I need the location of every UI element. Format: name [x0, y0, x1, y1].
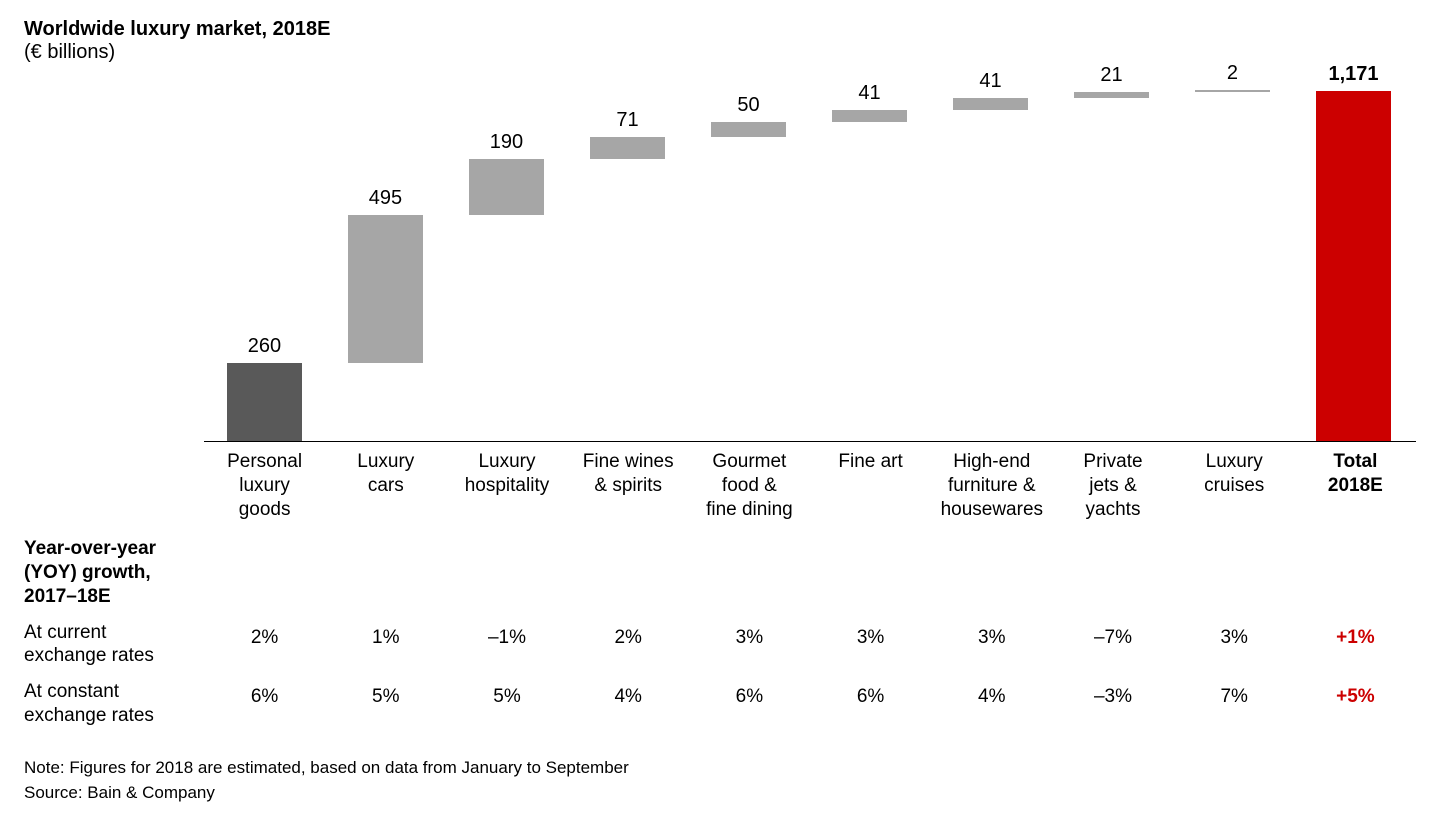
growth-cell: 2% — [568, 621, 689, 669]
category-label: Luxurycruises — [1174, 442, 1295, 521]
growth-cell: 1% — [325, 621, 446, 669]
growth-cell: 6% — [204, 680, 325, 728]
chart-note: Note: Figures for 2018 are estimated, ba… — [24, 756, 1416, 780]
bar-value-label: 21 — [1074, 64, 1149, 87]
bar-value-label: 41 — [832, 82, 907, 105]
growth-row: At constantexchange rates6%5%5%4%6%6%4%–… — [24, 680, 1416, 728]
bar-value-label: 2 — [1195, 62, 1270, 85]
growth-total-cell: +5% — [1295, 680, 1416, 728]
bar-value-label: 260 — [227, 335, 302, 358]
growth-cell: 3% — [931, 621, 1052, 669]
chart-subtitle: (€ billions) — [24, 41, 1416, 64]
growth-total-cell: +1% — [1295, 621, 1416, 669]
category-labels-row: PersonalluxurygoodsLuxurycarsLuxuryhospi… — [24, 442, 1416, 521]
growth-cell: 6% — [810, 680, 931, 728]
growth-row: At currentexchange rates2%1%–1%2%3%3%3%–… — [24, 621, 1416, 669]
chart-title: Worldwide luxury market, 2018E — [24, 18, 1416, 41]
growth-cell: 2% — [204, 621, 325, 669]
waterfall-bar: 2 — [1195, 90, 1270, 92]
waterfall-bar: 260 — [227, 363, 302, 441]
growth-cell: –7% — [1052, 621, 1173, 669]
growth-cell: –3% — [1052, 680, 1173, 728]
growth-cell: 7% — [1174, 680, 1295, 728]
waterfall-chart: 260 495 190 71 50 41 41 21 2 1,171 Personalluxury… — [24, 92, 1416, 728]
bar-value-label: 190 — [469, 131, 544, 154]
waterfall-bar: 41 — [953, 98, 1028, 110]
waterfall-bar: 190 — [469, 159, 544, 216]
category-label: Fine wines& spirits — [568, 442, 689, 521]
growth-cell: 4% — [931, 680, 1052, 728]
category-label: Gourmetfood &fine dining — [689, 442, 810, 521]
category-label: Privatejets &yachts — [1052, 442, 1173, 521]
growth-row-header: At constantexchange rates — [24, 680, 204, 728]
waterfall-bar: 41 — [832, 110, 907, 122]
category-label: High-endfurniture &housewares — [931, 442, 1052, 521]
growth-cell: 5% — [446, 680, 567, 728]
growth-cell: 3% — [1174, 621, 1295, 669]
bar-value-label: 41 — [953, 70, 1028, 93]
bar-value-label: 50 — [711, 94, 786, 117]
bar-value-label: 71 — [590, 109, 665, 132]
growth-cell: 3% — [810, 621, 931, 669]
chart-plot-area: 260 495 190 71 50 41 41 21 2 1,171 — [204, 92, 1416, 442]
category-label: Luxurycars — [325, 442, 446, 521]
bar-value-label: 1,171 — [1316, 63, 1391, 86]
growth-section-title: Year-over-year(YOY) growth,2017–18E — [24, 537, 1416, 608]
category-label: Luxuryhospitality — [446, 442, 567, 521]
category-label: Personalluxurygoods — [204, 442, 325, 521]
growth-cell: 6% — [689, 680, 810, 728]
growth-row-header: At currentexchange rates — [24, 621, 204, 669]
chart-source: Source: Bain & Company — [24, 781, 1416, 805]
waterfall-bar: 495 — [348, 215, 423, 363]
category-label: Total2018E — [1295, 442, 1416, 521]
growth-cell: 4% — [568, 680, 689, 728]
category-label: Fine art — [810, 442, 931, 521]
waterfall-bar: 21 — [1074, 92, 1149, 98]
growth-cell: 5% — [325, 680, 446, 728]
growth-cell: 3% — [689, 621, 810, 669]
growth-cell: –1% — [446, 621, 567, 669]
waterfall-bar: 71 — [590, 137, 665, 158]
total-bar: 1,171 — [1316, 91, 1391, 441]
waterfall-bar: 50 — [711, 122, 786, 137]
bar-value-label: 495 — [348, 187, 423, 210]
